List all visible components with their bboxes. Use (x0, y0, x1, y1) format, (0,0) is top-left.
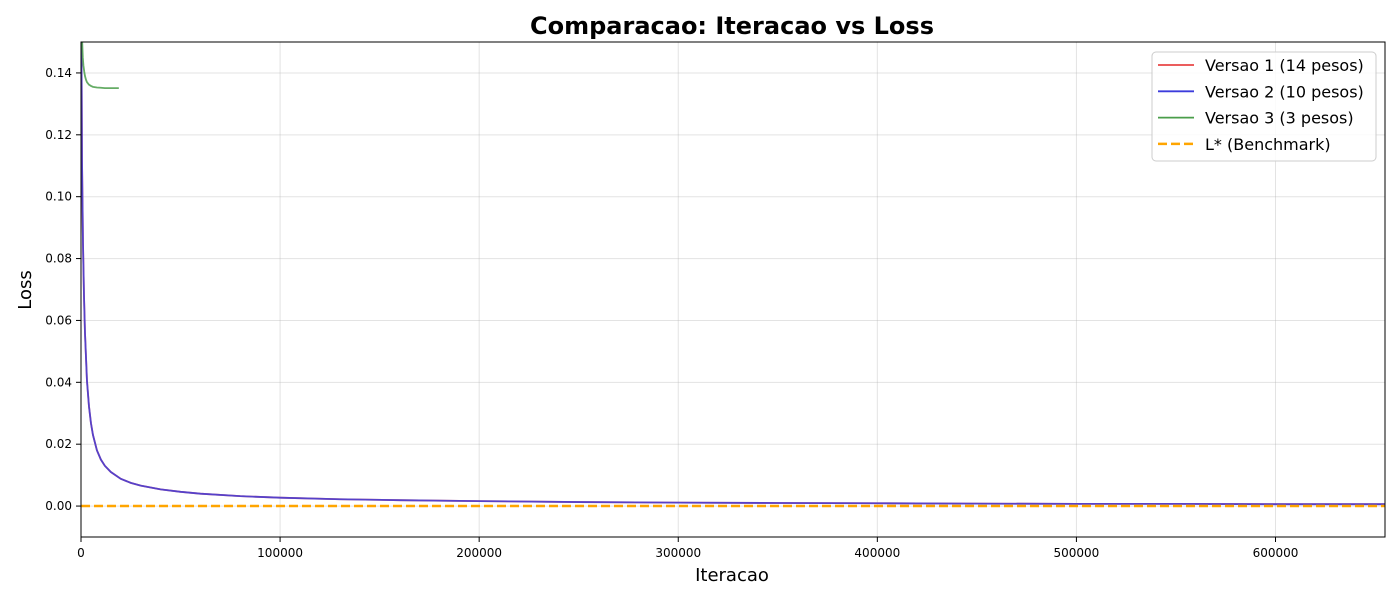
x-tick-label: 100000 (257, 546, 303, 560)
legend-label: Versao 1 (14 pesos) (1205, 56, 1364, 75)
x-axis-label: Iteracao (695, 565, 769, 586)
chart-title: Comparacao: Iteracao vs Loss (530, 12, 934, 40)
series-line-2 (81, 42, 1385, 506)
x-tick-label: 500000 (1054, 546, 1100, 560)
y-tick-label: 0.04 (45, 375, 72, 389)
series-line-3 (81, 42, 119, 89)
y-tick-label: 0.02 (45, 437, 72, 451)
legend-label: Versao 3 (3 pesos) (1205, 109, 1354, 128)
y-tick-label: 0.08 (45, 252, 72, 266)
x-tick-label: 600000 (1253, 546, 1299, 560)
grid-lines (80, 42, 1385, 537)
x-axis-ticks: 0 100000 200000 300000 400000 500000 600000 (77, 537, 1298, 560)
legend: Versao 1 (14 pesos) Versao 2 (10 pesos) Ve… (1151, 51, 1377, 162)
legend-label: Versao 2 (10 pesos) (1205, 82, 1364, 101)
y-axis-label: Loss (15, 270, 36, 309)
x-tick-label: 300000 (655, 546, 701, 560)
x-tick-label: 0 (77, 546, 85, 560)
x-tick-label: 400000 (854, 546, 900, 560)
y-tick-label: 0.10 (45, 190, 72, 204)
y-tick-label: 0.00 (45, 499, 72, 513)
y-tick-label: 0.14 (45, 66, 72, 80)
plot-frame (80, 41, 1386, 538)
x-tick-label: 200000 (456, 546, 502, 560)
y-axis-ticks: 0.00 0.02 0.04 0.06 0.08 0.10 0.12 0.14 (45, 66, 81, 513)
y-tick-label: 0.12 (45, 128, 72, 142)
y-tick-label: 0.06 (45, 313, 72, 327)
legend-label: L* (Benchmark) (1205, 135, 1331, 154)
series-layer (81, 42, 1385, 508)
legend-box (1151, 51, 1377, 162)
